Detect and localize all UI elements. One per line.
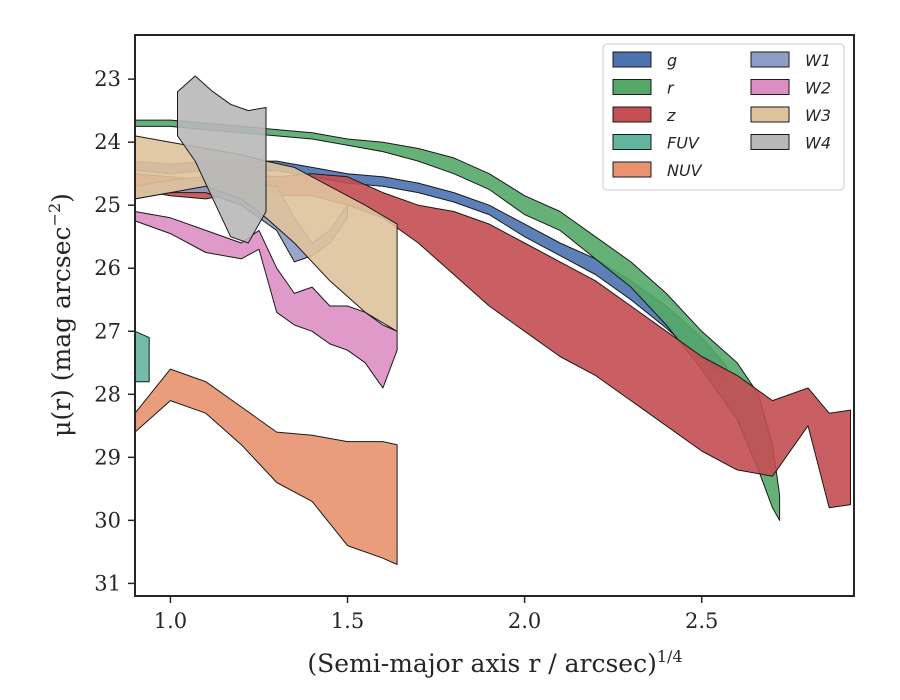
band-r [134, 119, 781, 521]
plot-frame [134, 34, 855, 597]
x-axis-label: (Semi-major axis r / arcsec)1/4 [307, 647, 682, 678]
y-tick-label: 23 [94, 67, 121, 91]
legend-label-fuv: FUV [667, 134, 700, 153]
legend-swatch-fuv [612, 134, 652, 150]
legend-swatch-g [612, 51, 652, 68]
y-tick-label: 30 [94, 508, 121, 532]
legend-label-z: z [666, 106, 676, 125]
legend-swatch-w3 [750, 106, 790, 123]
band-w2 [134, 211, 398, 389]
x-tick-label: 1.0 [154, 609, 187, 633]
y-tick-label: 25 [94, 193, 121, 217]
legend: grz FUV NUV W1 W2 W3 W4 [602, 43, 845, 191]
x-tick-label: 1.5 [331, 609, 364, 633]
y-tick-label: 26 [94, 256, 121, 280]
legend-label-nuv: NUV [667, 161, 703, 180]
legend-label-w4: W4 [805, 134, 831, 153]
x-tick-label: 2.5 [685, 609, 718, 633]
legend-label-w2: W2 [805, 79, 831, 98]
legend-swatch-w1 [750, 51, 790, 68]
legend-swatch-w2 [750, 79, 790, 95]
legend-label-w1: W1 [805, 51, 831, 70]
series-layer [134, 75, 851, 565]
legend-swatch-z [612, 106, 652, 123]
legend-label-r: r [667, 79, 675, 98]
legend-swatch-w4 [750, 134, 790, 150]
y-tick-label: 24 [94, 130, 121, 154]
y-tick-label: 29 [94, 445, 121, 469]
axis-layer: 1.0 1.5 2.0 2.5 23 24 25 26 27 28 29 30 31 [94, 67, 718, 633]
legend-swatch-nuv [612, 161, 652, 178]
legend-swatch-r [612, 79, 652, 95]
x-tick-label: 2.0 [508, 609, 541, 633]
band-w4 [177, 75, 267, 244]
legend-label-g: g [667, 51, 677, 70]
y-axis-label: μ(r) (mag arcsec−2) [45, 193, 76, 437]
y-tick-label: 31 [94, 571, 121, 595]
band-nuv [134, 368, 398, 565]
y-tick-label: 27 [94, 319, 121, 343]
band-fuv [134, 330, 150, 383]
y-tick-label: 28 [94, 382, 121, 406]
legend-label-w3: W3 [805, 106, 831, 125]
